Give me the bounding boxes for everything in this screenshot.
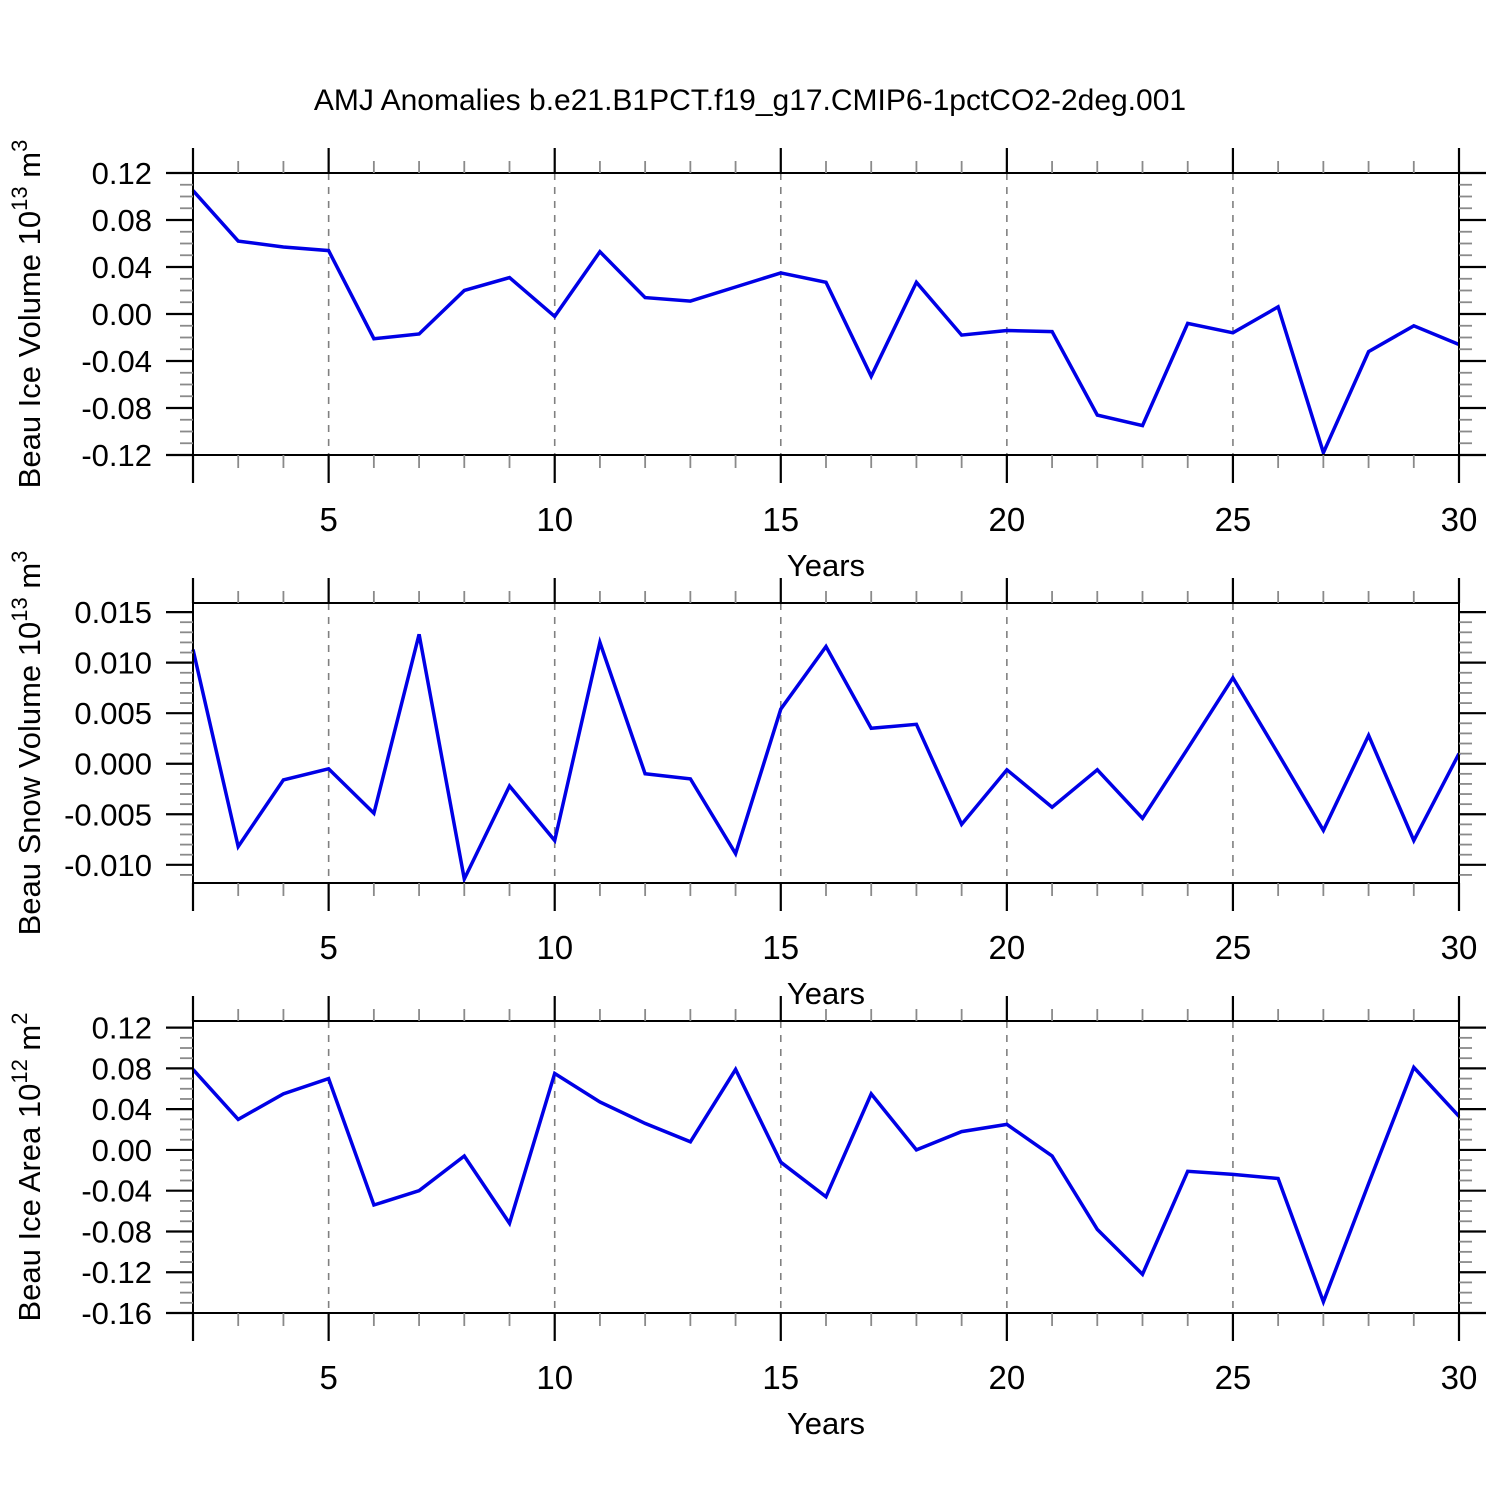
y-tick-label: -0.005 [64,797,152,832]
y-tick-label: 0.00 [92,1133,152,1168]
y-tick-label: 0.015 [74,595,152,630]
y-tick-label: -0.04 [81,1174,152,1209]
figure-title: AMJ Anomalies b.e21.B1PCT.f19_g17.CMIP6-… [313,84,1187,117]
y-tick-label: -0.12 [81,1255,152,1290]
x-tick-label: 20 [988,929,1025,966]
x-axis-title: Years [787,1406,865,1441]
y-tick-label: -0.08 [81,1214,152,1249]
y-tick-label: -0.08 [81,391,152,426]
y-tick-label: 0.12 [92,156,152,191]
y-tick-label: -0.010 [64,848,152,883]
x-tick-label: 15 [762,501,799,538]
y-axis-title-beau-ice-volume: Beau Ice Volume 1013 m3 [7,140,47,489]
y-tick-label: 0.08 [92,203,152,238]
y-tick-label: -0.04 [81,344,152,379]
x-tick-label: 30 [1441,929,1478,966]
x-axis-title: Years [787,548,865,583]
data-line-beau-snow-volume [191,633,1461,885]
data-line-beau-ice-area [191,1064,1461,1307]
y-tick-label: 0.010 [74,646,152,681]
x-tick-label: 10 [536,501,573,538]
x-tick-label: 5 [319,1359,337,1396]
plot-frame [192,1020,1460,1314]
x-tick-label: 15 [762,1359,799,1396]
y-axis-title-beau-snow-volume: Beau Snow Volume 1013 m3 [7,551,47,936]
x-tick-label: 25 [1215,1359,1252,1396]
panel-beau-snow-volume: 5 10 15 20 25 30 Years 0.015 0.010 0.005 0.000 -0.0… [7,551,1486,1011]
panel-beau-ice-volume: 5 10 15 20 25 30 Years 0.12 0.08 0.04 0.00 -0.04 -0.… [7,140,1486,583]
y-tick-label: 0.08 [92,1051,152,1086]
panel-beau-ice-area: 5 10 15 20 25 30 Years 0.12 0.08 0.04 0.00 -0.04 -0.… [7,996,1486,1441]
y-tick-label: -0.12 [81,438,152,473]
data-line-beau-ice-volume [191,189,1460,458]
x-tick-label: 20 [988,501,1025,538]
x-tick-label: 30 [1441,501,1478,538]
y-tick-label: 0.12 [92,1011,152,1046]
x-tick-label: 25 [1215,929,1252,966]
y-tick-label: 0.005 [74,696,152,731]
y-tick-label: -0.16 [81,1296,152,1331]
y-tick-label: 0.04 [92,1092,152,1127]
x-tick-label: 5 [319,929,337,966]
y-tick-label: 0.000 [74,747,152,782]
x-tick-label: 10 [536,929,573,966]
x-tick-label: 10 [536,1359,573,1396]
y-tick-label: 0.00 [92,297,152,332]
y-tick-label: 0.04 [92,250,152,285]
x-tick-label: 30 [1441,1359,1478,1396]
x-tick-label: 5 [319,501,337,538]
x-tick-label: 25 [1215,501,1252,538]
y-axis-title-beau-ice-area: Beau Ice Area 1012 m2 [7,1012,47,1321]
x-tick-label: 15 [762,929,799,966]
x-tick-label: 20 [988,1359,1025,1396]
x-axis-title: Years [787,976,865,1011]
